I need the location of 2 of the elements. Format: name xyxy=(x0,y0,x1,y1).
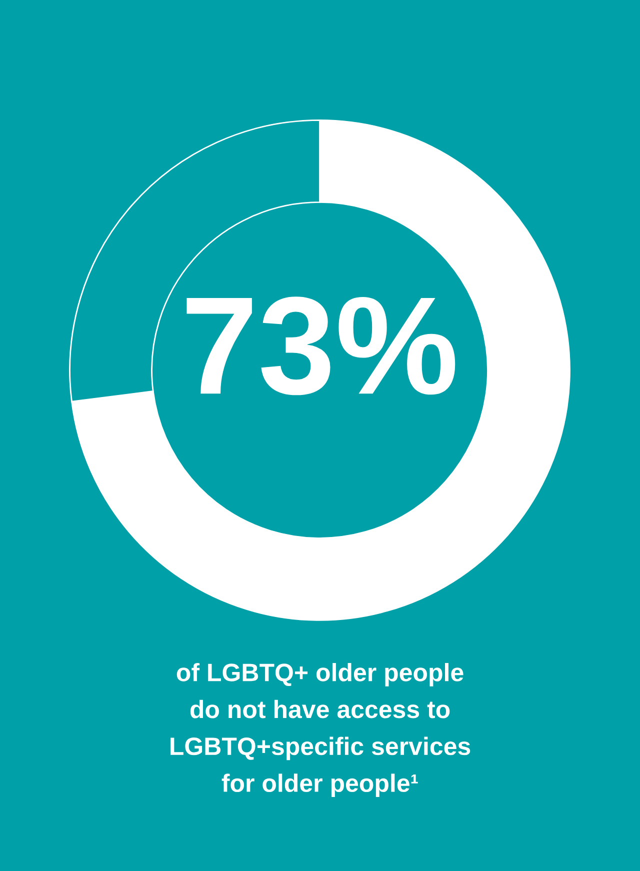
data-label: 73% xyxy=(186,296,456,396)
text: of LGBTQ+ older people do not have access to LGBTQ+specific services for older people¹ xyxy=(170,663,470,797)
